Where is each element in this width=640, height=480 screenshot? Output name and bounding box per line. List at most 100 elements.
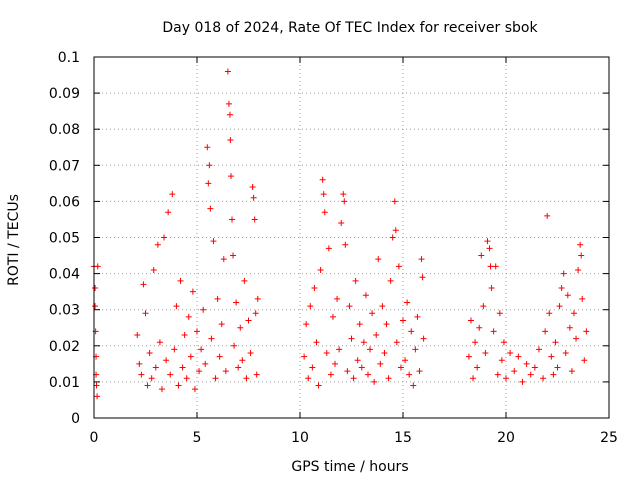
data-point	[220, 256, 227, 263]
data-point	[470, 375, 477, 382]
data-point	[488, 285, 495, 292]
data-point	[406, 371, 413, 378]
data-point	[498, 357, 505, 364]
data-point	[334, 295, 341, 302]
data-point	[191, 386, 198, 393]
y-tick-label: 0.06	[49, 194, 80, 210]
data-point	[377, 360, 384, 367]
data-point	[420, 335, 427, 342]
data-point	[379, 303, 386, 310]
x-tick-label: 10	[291, 430, 309, 446]
data-point	[309, 364, 316, 371]
data-point	[352, 277, 359, 284]
data-point	[175, 382, 182, 389]
data-point	[187, 353, 194, 360]
data-point	[315, 382, 322, 389]
data-point	[494, 371, 501, 378]
data-point	[249, 183, 256, 190]
data-point	[474, 364, 481, 371]
data-point	[392, 227, 399, 234]
data-point	[327, 371, 334, 378]
data-point	[245, 317, 252, 324]
data-point	[490, 328, 497, 335]
data-point	[410, 382, 417, 389]
data-point	[253, 371, 260, 378]
data-point	[226, 111, 233, 118]
data-point	[360, 339, 367, 346]
data-point	[500, 339, 507, 346]
data-point	[358, 364, 365, 371]
data-point	[583, 328, 590, 335]
data-point	[167, 371, 174, 378]
data-point	[183, 375, 190, 382]
x-tick-label: 20	[497, 430, 515, 446]
data-point	[546, 310, 553, 317]
data-point	[92, 285, 99, 292]
data-point	[179, 364, 186, 371]
data-point	[329, 313, 336, 320]
y-tick-label: 0.05	[49, 231, 80, 247]
data-point	[348, 335, 355, 342]
data-point	[503, 375, 509, 382]
data-point	[467, 317, 474, 324]
data-point	[202, 360, 209, 367]
data-point	[225, 100, 232, 107]
data-point	[519, 378, 526, 385]
data-point	[231, 342, 238, 349]
data-point	[548, 353, 555, 360]
data-point	[325, 245, 332, 252]
data-point	[227, 137, 234, 144]
data-point	[227, 173, 234, 180]
data-point	[239, 357, 246, 364]
data-point	[134, 331, 141, 338]
data-point	[185, 313, 192, 320]
data-point	[154, 241, 161, 248]
data-point	[507, 350, 514, 357]
data-point	[552, 339, 559, 346]
data-point	[332, 360, 339, 367]
data-point	[148, 375, 155, 382]
data-point	[578, 252, 585, 259]
data-point	[356, 321, 363, 328]
y-tick-label: 0.04	[49, 267, 80, 283]
data-point	[216, 353, 223, 360]
data-point	[404, 299, 411, 306]
data-point	[338, 220, 345, 227]
data-point	[94, 263, 101, 270]
y-tick-labels: 0 0.01 0.02 0.03 0.04 0.05 0.06 0.07 0.08 0.09 0.1	[49, 50, 80, 427]
data-point	[196, 368, 203, 375]
data-point	[247, 350, 254, 357]
data-point	[408, 328, 415, 335]
data-point	[237, 324, 244, 331]
data-point	[393, 339, 400, 346]
data-point	[558, 285, 565, 292]
data-point	[161, 234, 168, 241]
data-point	[484, 238, 491, 245]
data-point	[205, 180, 212, 187]
x-tick-label: 15	[394, 430, 412, 446]
data-point	[478, 252, 485, 259]
x-tick-label: 25	[600, 430, 618, 446]
x-tick-label: 5	[193, 430, 202, 446]
data-point	[486, 245, 493, 252]
data-point	[397, 364, 404, 371]
data-point	[241, 277, 248, 284]
data-point	[138, 371, 145, 378]
data-point	[204, 144, 211, 151]
data-point	[94, 393, 101, 400]
x-tick-label: 0	[90, 430, 99, 446]
y-tick-label: 0.01	[49, 375, 80, 391]
data-point	[487, 263, 494, 270]
data-point	[165, 209, 172, 216]
y-tick-label: 0.07	[49, 158, 80, 174]
data-point	[492, 263, 499, 270]
data-point	[523, 360, 530, 367]
data-point	[412, 346, 419, 353]
data-point	[579, 295, 586, 302]
data-point	[323, 350, 330, 357]
data-point	[142, 310, 149, 317]
data-point	[581, 357, 588, 364]
data-point	[181, 331, 188, 338]
